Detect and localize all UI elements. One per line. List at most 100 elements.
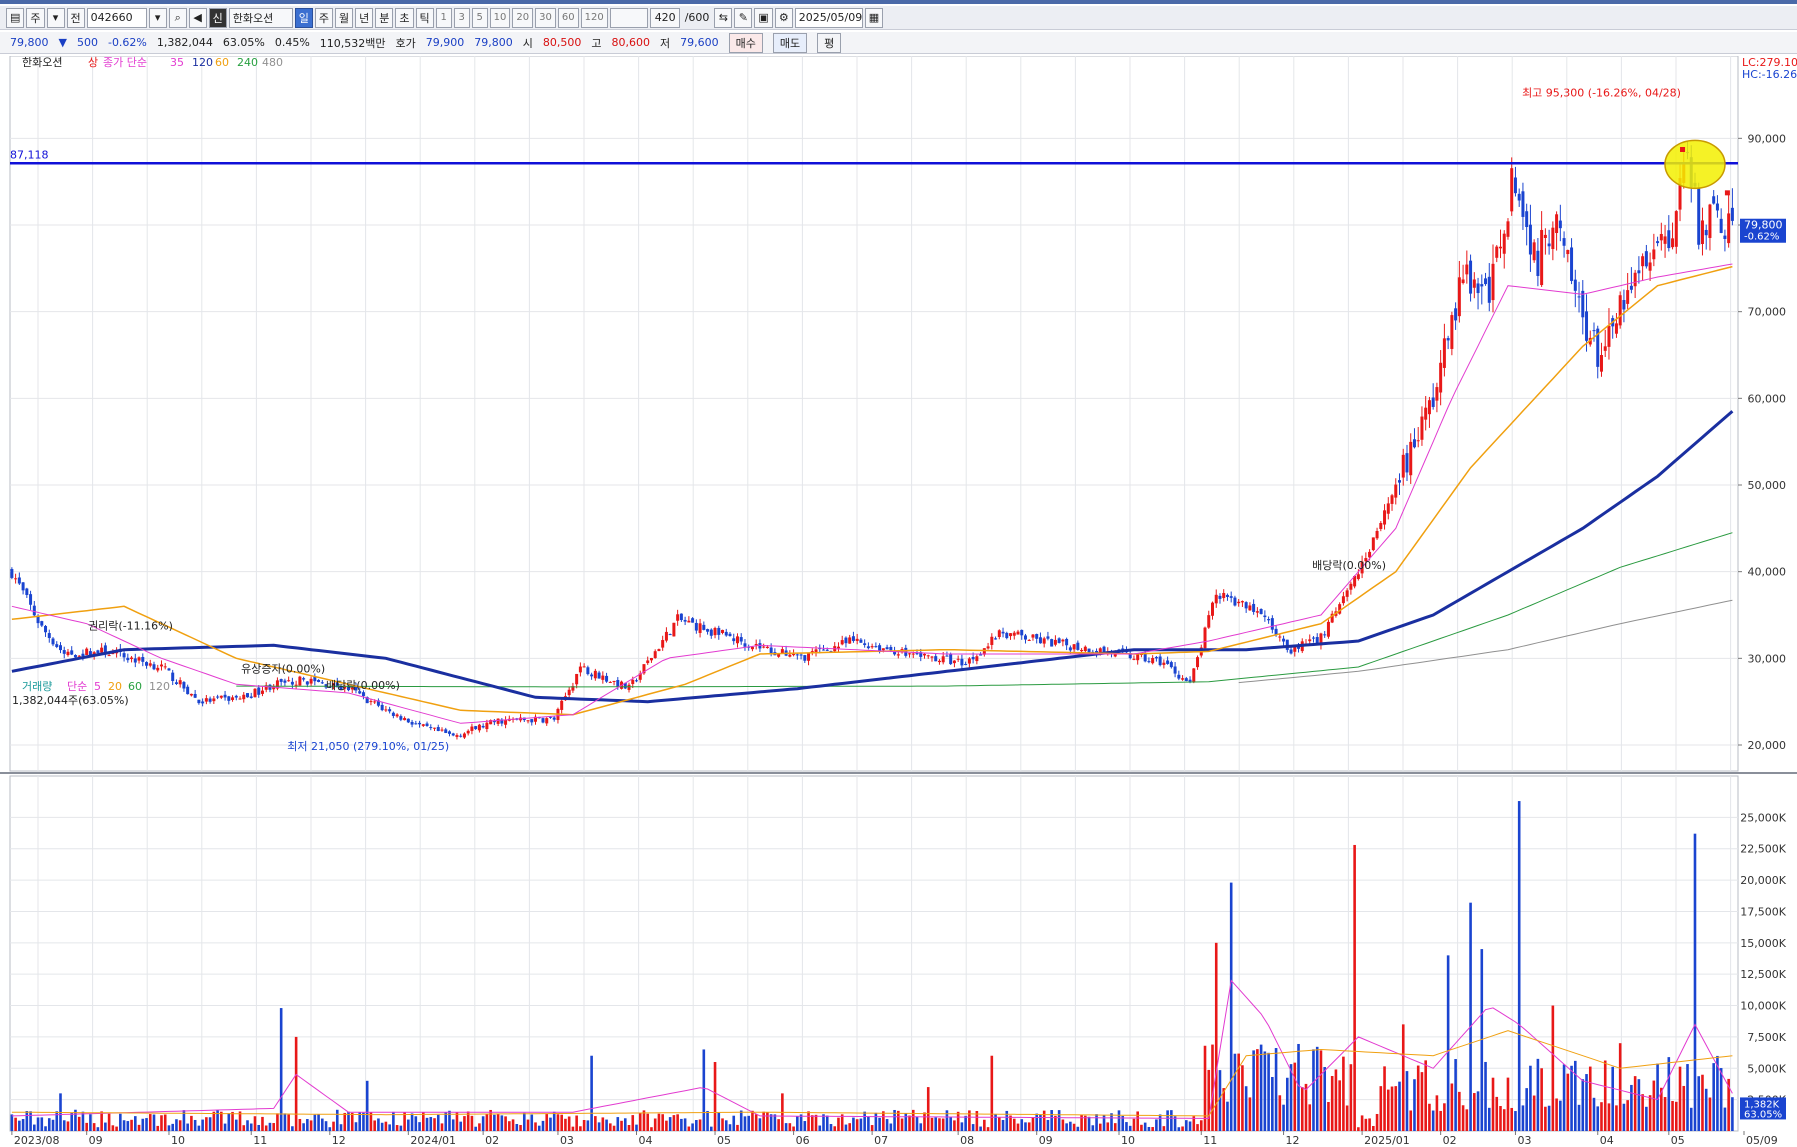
stock-code-input[interactable]: 042660 <box>86 7 147 28</box>
compare-icon[interactable]: ⇆ <box>714 7 733 28</box>
volume-bar <box>1491 1077 1495 1131</box>
volume-bar <box>302 1123 305 1131</box>
candle-body <box>1427 400 1431 415</box>
period-5[interactable]: 5 <box>471 7 488 28</box>
volume-bar <box>863 1111 866 1131</box>
candle-body <box>279 679 283 682</box>
tab-monthly[interactable]: 월 <box>335 7 354 28</box>
layout-icon[interactable]: ▤ <box>6 7 25 28</box>
volume-bar <box>642 1110 646 1131</box>
candle-body <box>238 698 242 700</box>
volume-bar <box>522 1112 526 1131</box>
volume-bar <box>463 1116 466 1131</box>
volume-bar <box>609 1123 612 1131</box>
volume-bar <box>276 1113 279 1131</box>
volume-bar <box>1027 1122 1031 1131</box>
candle-body <box>851 636 855 641</box>
candle-body <box>593 670 597 679</box>
stock-name-field[interactable]: 한화오션 <box>228 7 293 28</box>
volume-bar <box>1050 1110 1053 1131</box>
volume-bar <box>324 1121 328 1131</box>
candle-body <box>1442 338 1446 368</box>
drawing-tool-icon[interactable]: ✎ <box>734 7 753 28</box>
save-icon[interactable]: ▣ <box>754 7 773 28</box>
tab-minute[interactable]: 분 <box>375 7 394 28</box>
period-10[interactable]: 10 <box>489 7 511 28</box>
volume-bar <box>1405 1071 1409 1131</box>
calendar-icon[interactable]: ▦ <box>864 7 884 28</box>
date-tick-label: 05 <box>717 1134 731 1147</box>
tab-daily[interactable]: 일 <box>294 7 313 28</box>
tab-second[interactable]: 초 <box>395 7 414 28</box>
candle-body <box>1715 203 1719 211</box>
period-60[interactable]: 60 <box>557 7 579 28</box>
tab-weekly[interactable]: 주 <box>314 7 334 28</box>
volume-bar <box>560 1114 563 1131</box>
period-120[interactable]: 120 <box>580 7 608 28</box>
stock-chart[interactable]: 20,00030,00040,00050,00060,00070,00080,0… <box>0 56 1797 1147</box>
candle-body <box>227 696 231 701</box>
search-icon[interactable]: ⌕ <box>168 7 187 28</box>
candlestick-series <box>10 141 1734 740</box>
volume-bar <box>1439 1110 1442 1131</box>
volume-bar <box>448 1110 451 1131</box>
volume-bar <box>208 1117 212 1131</box>
candle-body <box>724 631 728 636</box>
candle-body <box>264 685 268 690</box>
volume-bar <box>949 1117 952 1131</box>
candle-body <box>216 696 220 698</box>
horizontal-level-label: 87,118 <box>10 148 49 161</box>
volume-bar <box>1525 1088 1528 1131</box>
volume-bar <box>1633 1076 1637 1131</box>
date-input[interactable]: 2025/05/09 <box>794 7 863 28</box>
settings-gear-icon[interactable]: ⚙ <box>774 7 793 28</box>
date-tick-label: 08 <box>960 1134 974 1147</box>
volume-bar <box>358 1112 362 1131</box>
volume-bar <box>1547 1105 1551 1131</box>
candle-body <box>1023 635 1027 640</box>
evaluate-button[interactable]: 평 <box>817 32 842 53</box>
tab-yearly[interactable]: 년 <box>355 7 374 28</box>
candle-body <box>840 640 844 645</box>
period-20[interactable]: 20 <box>512 7 534 28</box>
candle-body <box>691 618 695 623</box>
candle-body <box>1543 234 1547 239</box>
volume-tick-label: 25,000K <box>1740 811 1786 824</box>
candle-body <box>1465 264 1469 275</box>
sell-button[interactable]: 매도 <box>772 32 808 53</box>
price-legend-period-3: 60 <box>215 56 229 69</box>
tab-tick[interactable]: 틱 <box>415 7 434 28</box>
volume-bar <box>1207 1069 1211 1131</box>
volume-bar <box>350 1112 354 1131</box>
price-tick-label: 20,000 <box>1748 739 1787 752</box>
candle-body <box>1222 592 1226 599</box>
dropdown-chevron-icon[interactable]: ▾ <box>46 7 65 28</box>
period-1[interactable]: 1 <box>435 7 452 28</box>
volume-bar <box>1420 1072 1424 1131</box>
market-select[interactable]: 전 <box>66 7 85 28</box>
buy-button[interactable]: 매수 <box>728 32 763 53</box>
volume-bar <box>1652 1080 1656 1131</box>
volume-bar <box>1461 1105 1465 1131</box>
last-volume-pct: 63.05% <box>1744 1109 1782 1120</box>
period-30[interactable]: 30 <box>535 7 556 28</box>
candle-body <box>298 676 302 686</box>
volume-bar <box>1394 1086 1398 1131</box>
bar-count-input[interactable]: 420 <box>649 7 680 28</box>
highlight-ellipse <box>1664 139 1726 190</box>
marker-square <box>1724 190 1730 196</box>
volume-bar <box>111 1125 115 1131</box>
code-dropdown-chevron-icon[interactable]: ▾ <box>148 7 167 28</box>
price-tick-label: 70,000 <box>1748 306 1787 319</box>
volume-bar <box>837 1117 840 1131</box>
price-tick-label: 40,000 <box>1748 566 1787 579</box>
volume-bar <box>253 1116 257 1131</box>
period-3[interactable]: 3 <box>453 7 470 28</box>
period-custom-input[interactable] <box>609 7 648 28</box>
candle-body <box>750 646 754 650</box>
sound-icon[interactable]: ◀ <box>188 7 207 28</box>
volume-bar <box>1532 1095 1536 1131</box>
candle-body <box>410 721 414 725</box>
period-type-select[interactable]: 주 <box>26 7 45 28</box>
candle-body <box>1607 325 1611 347</box>
